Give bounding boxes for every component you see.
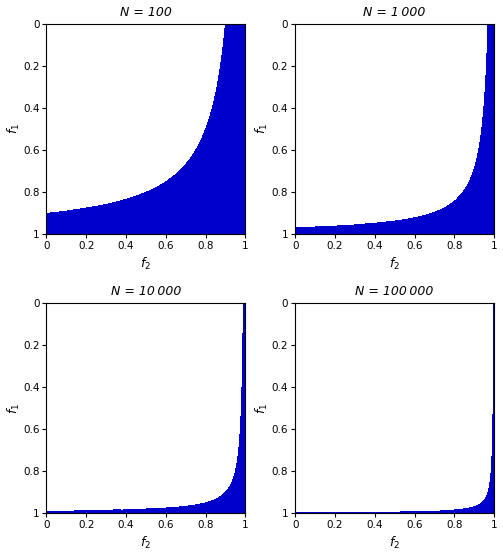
Title: N = 10 000: N = 10 000	[111, 285, 181, 298]
Y-axis label: $f_1$: $f_1$	[255, 123, 271, 134]
Title: N = 1 000: N = 1 000	[364, 6, 426, 18]
X-axis label: $f_2$: $f_2$	[140, 535, 151, 551]
Y-axis label: $f_1$: $f_1$	[6, 123, 22, 134]
Y-axis label: $f_1$: $f_1$	[255, 402, 271, 413]
Y-axis label: $f_1$: $f_1$	[6, 402, 22, 413]
Title: N = 100 000: N = 100 000	[356, 285, 434, 298]
Title: N = 100: N = 100	[120, 6, 172, 18]
X-axis label: $f_2$: $f_2$	[389, 535, 400, 551]
X-axis label: $f_2$: $f_2$	[389, 256, 400, 272]
X-axis label: $f_2$: $f_2$	[140, 256, 151, 272]
